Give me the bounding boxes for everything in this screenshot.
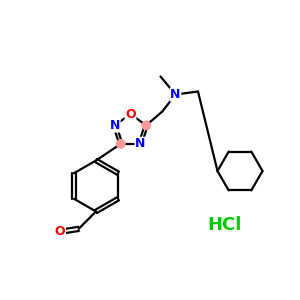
Text: N: N	[135, 137, 146, 150]
Text: N: N	[170, 88, 181, 101]
Text: O: O	[125, 107, 136, 121]
Circle shape	[117, 140, 125, 148]
Text: O: O	[55, 225, 65, 238]
Circle shape	[142, 121, 150, 130]
Text: HCl: HCl	[208, 216, 242, 234]
Text: N: N	[110, 119, 120, 132]
